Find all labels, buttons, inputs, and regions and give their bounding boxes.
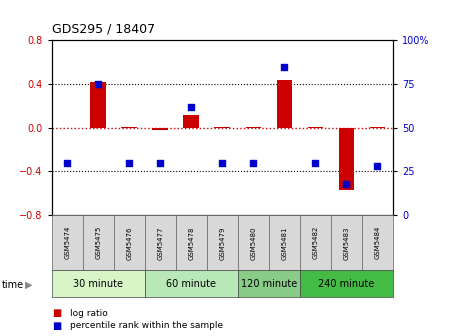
Point	[312, 160, 319, 165]
Bar	[277, 80, 292, 128]
Bar	[207, 215, 238, 270]
Bar	[114, 215, 145, 270]
Point	[95, 81, 102, 87]
Point	[188, 104, 195, 110]
Text: GSM5482: GSM5482	[313, 226, 318, 259]
Point	[250, 160, 257, 165]
Text: GSM5474: GSM5474	[64, 226, 70, 259]
Text: 30 minute: 30 minute	[73, 279, 123, 289]
Text: GSM5479: GSM5479	[219, 226, 225, 259]
Bar	[90, 82, 106, 128]
Text: time: time	[2, 280, 24, 290]
Text: 240 minute: 240 minute	[318, 279, 374, 289]
Bar	[52, 215, 83, 270]
Bar	[308, 127, 323, 128]
Bar	[246, 127, 261, 128]
Point	[281, 64, 288, 69]
Bar	[52, 270, 145, 297]
Point	[219, 160, 226, 165]
Point	[374, 163, 381, 169]
Text: GSM5481: GSM5481	[282, 226, 287, 259]
Text: ■: ■	[52, 308, 61, 318]
Point	[126, 160, 133, 165]
Text: ▶: ▶	[25, 280, 32, 290]
Bar	[238, 215, 269, 270]
Bar	[331, 215, 362, 270]
Bar	[176, 215, 207, 270]
Point	[157, 160, 164, 165]
Text: GDS295 / 18407: GDS295 / 18407	[52, 22, 155, 35]
Bar	[362, 215, 393, 270]
Text: log ratio: log ratio	[70, 309, 107, 318]
Text: percentile rank within the sample: percentile rank within the sample	[70, 322, 223, 330]
Bar	[370, 127, 385, 128]
Bar	[184, 115, 199, 128]
Text: 120 minute: 120 minute	[241, 279, 297, 289]
Bar	[300, 270, 393, 297]
Text: GSM5480: GSM5480	[250, 226, 256, 259]
Point	[64, 160, 71, 165]
Text: GSM5476: GSM5476	[126, 226, 132, 259]
Text: GSM5478: GSM5478	[188, 226, 194, 259]
Bar	[238, 270, 300, 297]
Text: GSM5484: GSM5484	[374, 226, 380, 259]
Bar	[339, 128, 354, 190]
Bar	[145, 270, 238, 297]
Bar	[145, 215, 176, 270]
Text: GSM5483: GSM5483	[343, 226, 349, 259]
Bar	[83, 215, 114, 270]
Text: GSM5475: GSM5475	[95, 226, 101, 259]
Bar	[121, 127, 137, 128]
Text: ■: ■	[52, 321, 61, 331]
Point	[343, 181, 350, 186]
Text: GSM5477: GSM5477	[157, 226, 163, 259]
Bar	[215, 127, 230, 128]
Bar	[153, 128, 168, 130]
Text: 60 minute: 60 minute	[166, 279, 216, 289]
Bar	[300, 215, 331, 270]
Bar	[269, 215, 300, 270]
